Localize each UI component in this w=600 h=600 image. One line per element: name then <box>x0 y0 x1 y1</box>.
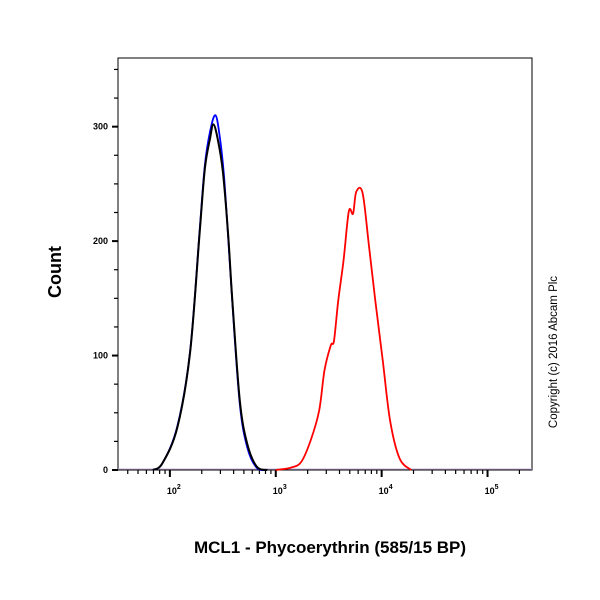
y-axis-label: Count <box>45 246 65 298</box>
histogram-curves <box>118 114 532 472</box>
histogram-series-1 <box>152 123 268 471</box>
histogram-series-2 <box>275 186 412 471</box>
histogram-series-0 <box>152 114 268 472</box>
x-tick-label: 102 <box>167 484 181 496</box>
copyright-text: Copyright (c) 2016 Abcam Plc <box>548 276 560 428</box>
x-axis-label: MCL1 - Phycoerythrin (585/15 BP) <box>194 538 466 557</box>
y-tick-label: 200 <box>93 236 108 246</box>
x-tick-label: 104 <box>379 484 393 496</box>
x-tick-label: 105 <box>485 484 499 496</box>
x-tick-label: 103 <box>273 484 287 496</box>
y-tick-label: 300 <box>93 122 108 132</box>
y-tick-label: 100 <box>93 351 108 361</box>
plot-frame <box>117 57 533 471</box>
axis-ticks: 0 100 200 300 102 103 104 105 <box>93 68 521 496</box>
y-tick-label: 0 <box>103 465 108 475</box>
